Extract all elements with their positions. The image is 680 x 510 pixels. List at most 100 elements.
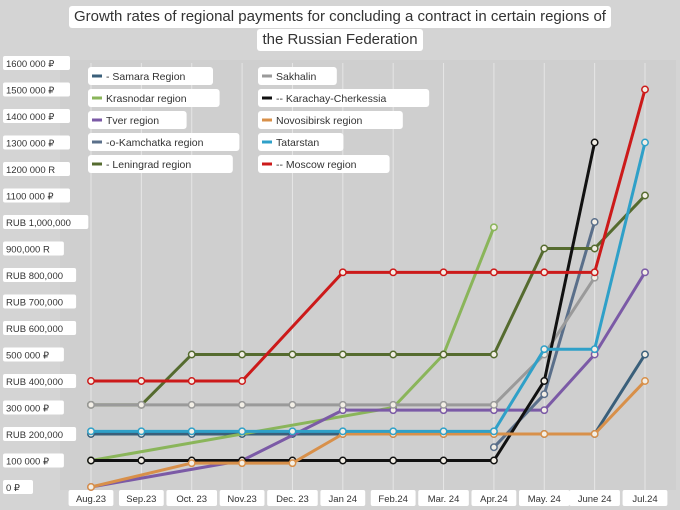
legend-label: - Leningrad region xyxy=(106,159,191,171)
x-tick-label: May. 24 xyxy=(528,494,561,505)
series-point xyxy=(590,430,599,438)
series-point xyxy=(641,85,649,94)
y-tick-label: RUB 700,000 xyxy=(6,298,63,309)
series-point xyxy=(87,427,95,436)
legend-pill xyxy=(88,155,233,173)
y-tick-pill xyxy=(3,215,89,229)
series-point xyxy=(137,377,146,385)
series-line xyxy=(91,194,647,407)
y-tick-label: 100 000 ₽ xyxy=(6,457,50,468)
series-point xyxy=(439,350,448,359)
x-tick-label: Mar. 24 xyxy=(428,494,460,505)
series-point xyxy=(238,350,247,359)
y-tick-label: 900,000 R xyxy=(6,245,50,256)
y-tick-pill xyxy=(3,294,77,309)
x-tick-label: Dec. 23 xyxy=(276,494,309,505)
series-point xyxy=(187,427,196,436)
y-tick-label: 1300 000 ₽ xyxy=(6,139,55,150)
series-point xyxy=(87,483,95,491)
y-tick-pill xyxy=(3,188,70,203)
legend-pill xyxy=(258,155,390,173)
series-point xyxy=(238,427,247,436)
x-tick-label: Sep.23 xyxy=(126,494,156,505)
y-tick-label: 300 000 ₽ xyxy=(6,404,50,415)
legend-pill xyxy=(258,111,403,129)
series-point xyxy=(238,459,247,468)
x-tick-pill xyxy=(68,490,114,506)
y-tick-label: 0 ₽ xyxy=(6,483,21,494)
y-tick-pill xyxy=(3,480,33,494)
series-point xyxy=(288,459,297,468)
y-tick-label: 1200 000 R xyxy=(6,165,55,176)
legend-pill xyxy=(88,133,240,151)
series-point xyxy=(439,456,448,465)
series-point xyxy=(389,268,398,277)
legend-label: -o-Kamchatka region xyxy=(106,137,204,149)
series-point xyxy=(641,268,649,277)
series-point xyxy=(641,377,649,385)
series-point xyxy=(389,427,398,436)
series-point xyxy=(489,350,498,359)
legend-pill xyxy=(258,67,337,85)
series-point xyxy=(137,427,146,436)
y-tick-label: 1400 000 ₽ xyxy=(6,112,55,123)
series-point xyxy=(540,430,549,438)
y-tick-label: RUB 1,000,000 xyxy=(6,218,71,229)
series-point xyxy=(590,138,599,147)
y-tick-pill xyxy=(3,374,77,388)
series-point xyxy=(389,350,398,359)
series-point xyxy=(590,218,599,226)
x-tick-pill xyxy=(267,490,318,506)
series-point xyxy=(540,268,549,277)
y-tick-label: RUB 800,000 xyxy=(6,271,63,282)
series-point xyxy=(389,400,398,409)
series-point xyxy=(238,377,247,385)
series-point xyxy=(489,223,498,232)
series-point xyxy=(338,456,347,465)
x-tick-label: Jan 24 xyxy=(329,494,358,505)
legend-label: Tatarstan xyxy=(276,137,319,149)
series-point xyxy=(540,390,549,399)
y-tick-pill xyxy=(3,400,64,415)
y-tick-label: 1600 000 ₽ xyxy=(6,59,55,70)
x-tick-label: Jul.24 xyxy=(632,494,657,505)
series-point xyxy=(540,406,549,415)
series-point xyxy=(489,268,498,277)
legend-label: Sakhalin xyxy=(276,71,316,83)
legend-label: -- Moscow region xyxy=(276,159,357,171)
legend-label: Novosibirsk region xyxy=(276,115,363,127)
y-tick-label: RUB 400,000 xyxy=(6,377,63,388)
x-tick-pill xyxy=(166,490,218,506)
y-tick-pill xyxy=(3,268,77,282)
series-point xyxy=(187,350,196,359)
series-point xyxy=(489,400,498,409)
x-tick-pill xyxy=(219,490,265,506)
series-point xyxy=(439,400,448,409)
legend-pill xyxy=(258,89,430,107)
series-point xyxy=(540,345,549,354)
series-point xyxy=(288,427,297,436)
legend-pill xyxy=(88,111,187,129)
plot-background xyxy=(60,60,676,490)
series-point xyxy=(641,138,649,147)
series-point xyxy=(238,400,247,409)
legend-label: -- Karachay-Cherkessia xyxy=(276,93,386,105)
series-point xyxy=(288,350,297,359)
series-point xyxy=(439,268,448,277)
x-tick-label: Aug.23 xyxy=(76,494,106,505)
series-point xyxy=(288,400,297,409)
series-point xyxy=(489,427,498,436)
legend-pill xyxy=(88,67,213,85)
x-tick-label: June 24 xyxy=(578,494,612,505)
legend-label: Krasnodar region xyxy=(106,93,187,105)
series-point xyxy=(590,268,599,277)
series-point xyxy=(439,427,448,436)
x-tick-label: Nov.23 xyxy=(227,494,256,505)
series-point xyxy=(137,400,146,409)
x-tick-pill xyxy=(471,490,517,506)
x-tick-pill xyxy=(418,490,469,506)
y-tick-pill xyxy=(3,321,77,335)
series-point xyxy=(187,459,196,468)
x-tick-pill xyxy=(622,490,668,506)
